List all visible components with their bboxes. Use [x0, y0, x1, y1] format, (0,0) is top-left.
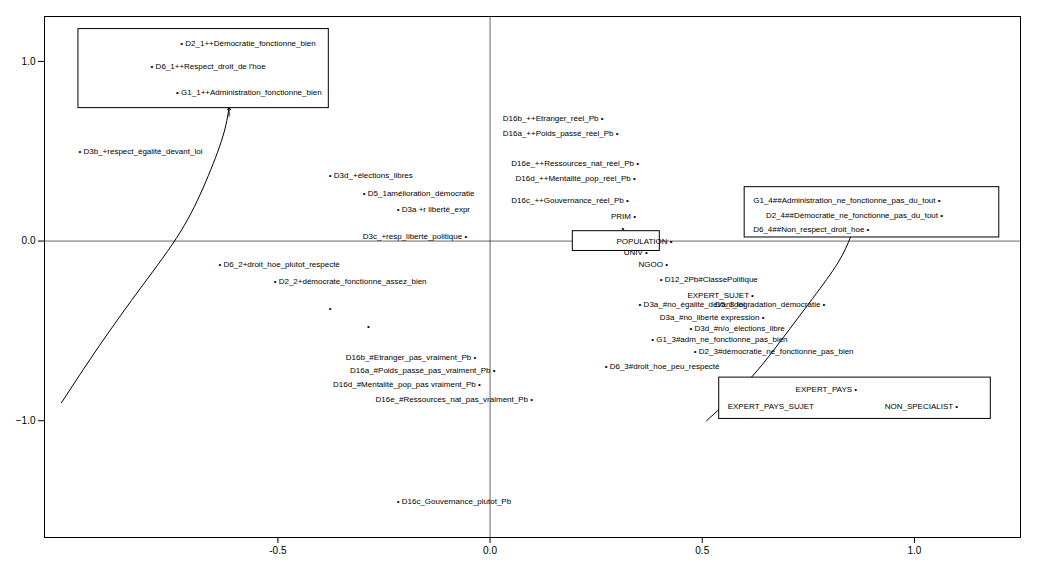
svg-text:• D6_3#droit_hoe_peu_respecté: • D6_3#droit_hoe_peu_respecté	[605, 362, 720, 371]
svg-text:D16b_++Etranger_réel_Pb •: D16b_++Etranger_réel_Pb •	[503, 114, 604, 123]
svg-text:D3a_#no_liberté expression •: D3a_#no_liberté expression •	[660, 313, 765, 322]
svg-text:D16a_#Poids_passé_pas_vraiment: D16a_#Poids_passé_pas_vraiment_Pb •	[350, 366, 496, 375]
svg-text:D16d_++Mentalité_pop_réel_Pb •: D16d_++Mentalité_pop_réel_Pb •	[516, 174, 636, 183]
svg-text:0.0: 0.0	[483, 545, 497, 556]
svg-text:• D2_1++Démocratie_fonctionne_: • D2_1++Démocratie_fonctionne_bien	[180, 39, 315, 48]
svg-text:D2_4##Démocratie_ne_fonctionne: D2_4##Démocratie_ne_fonctionne_pas_du_to…	[766, 211, 943, 220]
svg-text:D3c_+resp_liberté_politique •: D3c_+resp_liberté_politique •	[363, 232, 468, 241]
svg-text:•: •	[367, 322, 370, 331]
svg-text:D16e_++Ressources_nat_réel_Pb: D16e_++Ressources_nat_réel_Pb •	[511, 159, 639, 168]
svg-text:• D6_1++Respect_droit_de l'hoe: • D6_1++Respect_droit_de l'hoe	[151, 62, 267, 71]
svg-text:G1_4##Administration_ne_foncti: G1_4##Administration_ne_fonctionne_pas_d…	[753, 196, 941, 205]
svg-text:1.0: 1.0	[22, 56, 36, 67]
svg-text:• D5_1amélioration_démocratie: • D5_1amélioration_démocratie	[363, 189, 475, 198]
svg-text:D16d_#Mentalité_pop_pas vraime: D16d_#Mentalité_pop_pas vraiment_Pb •	[333, 380, 481, 389]
svg-text:D16a_++Poids_passé_réel_Pb •: D16a_++Poids_passé_réel_Pb •	[503, 129, 619, 138]
svg-text:• D3a +r liberté_expr: • D3a +r liberté_expr	[397, 205, 471, 214]
svg-text:D6_4##Non_respect_droit_hoe •: D6_4##Non_respect_droit_hoe •	[753, 225, 869, 234]
svg-text:• D2_2+démocrate_fonctionne_as: • D2_2+démocrate_fonctionne_assez_bien	[274, 277, 427, 286]
svg-text:• D12_2Pb#ClassePolitique: • D12_2Pb#ClassePolitique	[660, 275, 759, 284]
svg-text:EXPERT_SUJET •: EXPERT_SUJET •	[687, 291, 754, 300]
svg-text:• G1_1++Administration_fonctio: • G1_1++Administration_fonctionne_bien	[176, 88, 322, 97]
svg-text:•: •	[329, 304, 332, 313]
svg-text:POPULATION •: POPULATION •	[617, 237, 673, 246]
svg-text:• D3d_#n/o_élections_libre: • D3d_#n/o_élections_libre	[690, 324, 786, 333]
svg-text:• D6_2+droit_hoe_plutot_respec: • D6_2+droit_hoe_plutot_respecté	[218, 260, 340, 269]
svg-text:D5_3dégradation_démocratie •: D5_3dégradation_démocratie •	[715, 300, 826, 309]
svg-text:1.0: 1.0	[907, 545, 921, 556]
svg-text:• D3d_+élections_libres: • D3d_+élections_libres	[329, 171, 413, 180]
svg-text:• D3a_#no_égalité_devant_loi: • D3a_#no_égalité_devant_loi	[638, 300, 745, 310]
svg-text:EXPERT_PAYS •: EXPERT_PAYS •	[796, 385, 858, 394]
svg-text:UNIV •: UNIV •	[623, 248, 648, 258]
svg-text:-0.5: -0.5	[269, 545, 287, 556]
svg-text:NON_SPECIALIST •: NON_SPECIALIST •	[885, 402, 959, 411]
svg-text:• G1_3#adm_ne_fonctionne_pas_b: • G1_3#adm_ne_fonctionne_pas_bien	[651, 335, 787, 344]
svg-text:D16b_#Etranger_pas_vraiment_Pb: D16b_#Etranger_pas_vraiment_Pb •	[346, 353, 477, 362]
svg-text:• D2_3#démocratie_ne_fonctionn: • D2_3#démocratie_ne_fonctionne_pas_bien	[694, 347, 854, 356]
svg-text:• D16c_Gouvernance_plutot_Pb: • D16c_Gouvernance_plutot_Pb	[397, 497, 512, 506]
svg-text:• D3b_+respect_égalité_devant_: • D3b_+respect_égalité_devant_loi	[78, 147, 202, 156]
svg-text:0.0: 0.0	[22, 235, 36, 246]
svg-text:NGOO •: NGOO •	[639, 260, 669, 269]
svg-text:D16c_++Gouvernance_réel_Pb •: D16c_++Gouvernance_réel_Pb •	[511, 196, 629, 205]
svg-text:−1.0: −1.0	[16, 415, 36, 426]
svg-text:PRIM •: PRIM •	[611, 212, 636, 221]
svg-text:D16e_#Ressources_nat_pas_vraim: D16e_#Ressources_nat_pas_vraiment_Pb •	[375, 395, 533, 404]
svg-text:EXPERT_PAYS_SUJET: EXPERT_PAYS_SUJET	[728, 402, 814, 411]
svg-text:0.5: 0.5	[695, 545, 709, 556]
